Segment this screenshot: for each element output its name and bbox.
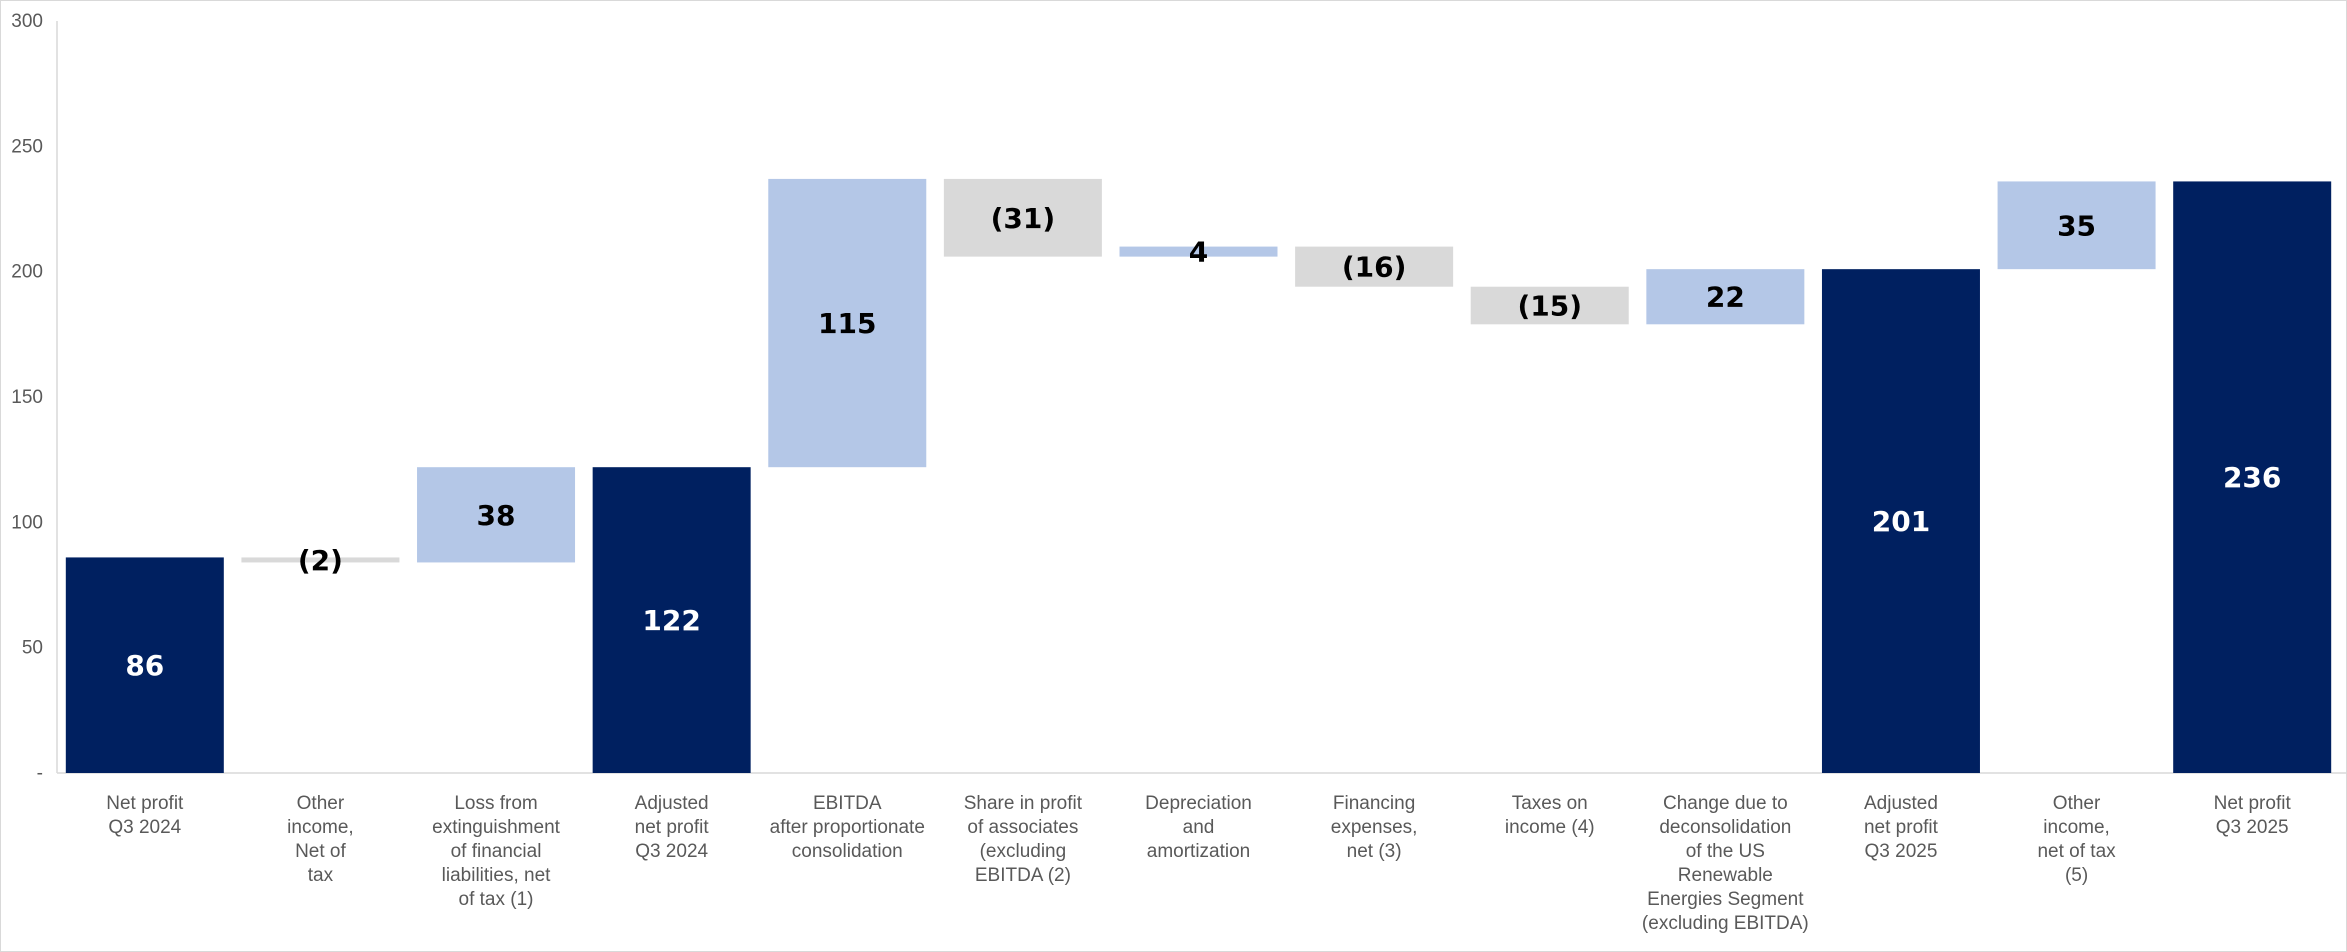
x-category-label: Energies Segment xyxy=(1647,889,1804,910)
x-category-label: Q3 2025 xyxy=(2216,817,2289,838)
bar-increase xyxy=(1119,246,1278,257)
x-category-label: Taxes on xyxy=(1512,793,1588,814)
x-category-label: Renewable xyxy=(1678,865,1773,886)
x-category-label: of associates xyxy=(967,817,1078,838)
x-category-label: expenses, xyxy=(1331,817,1418,838)
x-category-label: amortization xyxy=(1147,841,1251,862)
data-label: (15) xyxy=(1517,290,1582,323)
x-category-label: Q3 2024 xyxy=(635,841,708,862)
bar-decrease xyxy=(943,178,1102,257)
bar-increase xyxy=(768,178,927,468)
x-category-label: Adjusted xyxy=(635,793,709,814)
y-tick-label: 200 xyxy=(11,262,43,283)
x-category-label: (excluding xyxy=(980,841,1067,862)
y-tick-label: 300 xyxy=(11,11,43,32)
y-tick-label: 50 xyxy=(22,638,43,659)
x-category-label: Loss from xyxy=(454,793,537,814)
x-category-label: tax xyxy=(308,865,334,886)
x-category-label: Q3 2024 xyxy=(108,817,181,838)
x-category-label: income, xyxy=(287,817,354,838)
bar-decrease xyxy=(1295,246,1454,287)
data-label: 4 xyxy=(1189,236,1208,269)
bar-total xyxy=(1821,269,1980,773)
y-tick-label: 150 xyxy=(11,387,43,408)
x-category-label: income (4) xyxy=(1505,817,1595,838)
x-category-label: Share in profit xyxy=(964,793,1083,814)
x-category-label: liabilities, net xyxy=(442,865,551,886)
x-category-label: Change due to xyxy=(1663,793,1788,814)
bar-decrease xyxy=(241,557,400,563)
x-category-label: extinguishment xyxy=(432,817,561,838)
bar-increase xyxy=(1997,181,2156,270)
data-label: 38 xyxy=(477,499,516,532)
bar-increase xyxy=(1646,269,1805,325)
bar-total xyxy=(2173,181,2332,774)
data-label: 201 xyxy=(1872,505,1930,538)
x-category-label: of financial xyxy=(451,841,542,862)
x-category-label: deconsolidation xyxy=(1659,817,1791,838)
data-label: 35 xyxy=(2057,209,2096,242)
x-category-label: net profit xyxy=(635,817,710,838)
x-category-label: EBITDA (2) xyxy=(975,865,1071,886)
x-category-label: Financing xyxy=(1333,793,1415,814)
x-category-label: consolidation xyxy=(792,841,903,862)
data-label: 86 xyxy=(125,649,164,682)
y-tick-label: 250 xyxy=(11,136,43,157)
x-category-label: after proportionate xyxy=(770,817,925,838)
x-category-label: net (3) xyxy=(1347,841,1402,862)
y-tick-label: 100 xyxy=(11,512,43,533)
bar-total xyxy=(592,467,751,773)
x-category-label: Net profit xyxy=(106,793,184,814)
x-category-label: (excluding EBITDA) xyxy=(1642,913,1809,934)
y-tick-label: - xyxy=(37,763,43,784)
bar-decrease xyxy=(1470,286,1629,325)
x-category-label: Other xyxy=(2053,793,2101,814)
x-category-label: income, xyxy=(2043,817,2110,838)
data-label: (2) xyxy=(298,544,343,577)
data-label: 122 xyxy=(642,604,700,637)
x-category-label: and xyxy=(1183,817,1215,838)
data-label: (16) xyxy=(1342,251,1407,284)
x-category-label: EBITDA xyxy=(813,793,882,814)
data-label: 22 xyxy=(1706,281,1745,314)
x-category-label: Adjusted xyxy=(1864,793,1938,814)
x-category-label: net of tax xyxy=(2037,841,2116,862)
x-category-label: of the US xyxy=(1686,841,1765,862)
data-label: 236 xyxy=(2223,461,2281,494)
data-label: (31) xyxy=(991,202,1056,235)
data-label: 115 xyxy=(818,307,876,340)
x-category-label: Net of xyxy=(295,841,346,862)
bar-increase xyxy=(417,467,576,563)
x-category-label: of tax (1) xyxy=(459,889,534,910)
x-category-label: Other xyxy=(297,793,345,814)
x-category-label: net profit xyxy=(1864,817,1939,838)
x-category-label: Depreciation xyxy=(1145,793,1252,814)
x-category-label: (5) xyxy=(2065,865,2088,886)
x-category-label: Net profit xyxy=(2214,793,2292,814)
x-category-label: Q3 2025 xyxy=(1865,841,1938,862)
bar-total xyxy=(65,557,224,773)
